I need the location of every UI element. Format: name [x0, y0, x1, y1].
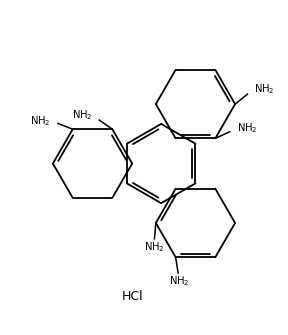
Text: NH$_2$: NH$_2$: [237, 122, 257, 135]
Text: NH$_2$: NH$_2$: [73, 109, 93, 123]
Text: NH$_2$: NH$_2$: [143, 240, 164, 254]
Text: NH$_2$: NH$_2$: [169, 274, 190, 288]
Text: NH$_2$: NH$_2$: [254, 82, 274, 96]
Text: HCl: HCl: [121, 290, 143, 304]
Text: NH$_2$: NH$_2$: [30, 114, 51, 128]
